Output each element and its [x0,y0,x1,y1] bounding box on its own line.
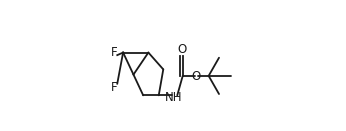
Text: NH: NH [165,91,182,104]
Text: O: O [192,70,201,83]
Text: F: F [111,81,117,94]
Text: F: F [111,46,117,59]
Text: O: O [177,43,186,56]
